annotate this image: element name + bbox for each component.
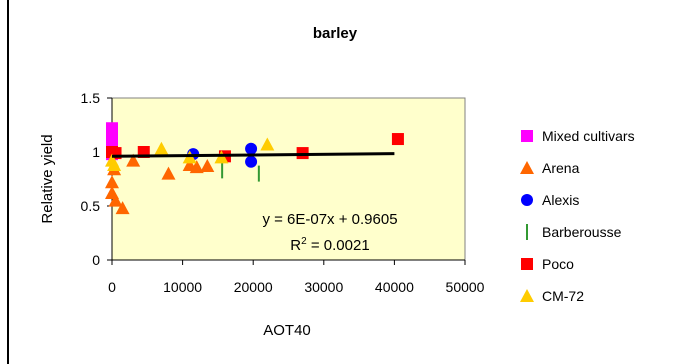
r2-exponent: 2 — [301, 236, 307, 247]
y-tick-label: 1 — [92, 144, 100, 160]
data-point — [115, 201, 130, 215]
data-point — [105, 175, 119, 189]
r2-prefix: R — [290, 237, 301, 254]
x-tick-label: 40000 — [375, 279, 414, 295]
data-point — [106, 122, 118, 135]
legend-label: Barberousse — [542, 224, 622, 240]
x-tick-label: 30000 — [304, 279, 343, 295]
legend-label: Alexis — [542, 192, 579, 208]
data-point — [154, 141, 169, 155]
legend-marker — [520, 289, 534, 302]
data-point — [107, 157, 122, 171]
data-point — [214, 150, 229, 164]
legend-entry: Mixed cultivars — [521, 128, 635, 144]
y-tick-label: 1.5 — [81, 90, 101, 106]
data-point — [200, 159, 215, 173]
equation-annotation: y = 6E-07x + 0.9605 — [262, 211, 397, 228]
legend-label: Poco — [542, 256, 574, 272]
legend: Mixed cultivars Arena Alexis Barberousse Poc… — [520, 128, 635, 304]
data-point — [391, 133, 404, 146]
legend-label: Mixed cultivars — [542, 128, 635, 144]
legend-marker — [521, 194, 533, 206]
x-axis-label: AOT40 — [263, 322, 311, 339]
x-tick-label: 20000 — [234, 279, 273, 295]
y-axis-label: Relative yield — [39, 134, 56, 223]
plot-layer: barley 0 0.5 1 1.5 0 10000 20000 30000 40000 50000… — [39, 25, 485, 339]
data-point — [126, 153, 141, 167]
x-tick-label: 10000 — [163, 279, 202, 295]
legend-marker — [521, 258, 533, 270]
x-tick-label: 50000 — [446, 279, 485, 295]
chart-title: barley — [313, 25, 358, 42]
left-border-rule — [7, 0, 9, 364]
series-arena — [105, 153, 215, 215]
y-tick-label: 0.5 — [81, 198, 101, 214]
data-point — [245, 155, 258, 168]
legend-label: Arena — [542, 160, 580, 176]
data-point — [106, 129, 118, 142]
legend-marker — [521, 130, 533, 142]
legend-entry: CM-72 — [520, 288, 584, 304]
r2-value: = 0.0021 — [307, 237, 370, 254]
x-tick-label: 0 — [108, 279, 116, 295]
legend-entry: Arena — [520, 160, 580, 176]
trendline — [111, 152, 395, 158]
data-point — [161, 166, 176, 180]
data-point — [189, 160, 204, 174]
legend-entry: Alexis — [521, 192, 579, 208]
r2-annotation: R2 = 0.0021 — [290, 236, 369, 254]
data-point — [245, 142, 258, 155]
legend-marker — [520, 161, 534, 174]
legend-label: CM-72 — [542, 288, 584, 304]
legend-entry: Poco — [521, 256, 574, 272]
y-tick-label: 0 — [92, 252, 100, 268]
data-point — [108, 193, 123, 207]
legend-entry: Barberousse — [526, 224, 622, 240]
series-barberousse — [221, 162, 260, 182]
data-point — [260, 137, 275, 151]
